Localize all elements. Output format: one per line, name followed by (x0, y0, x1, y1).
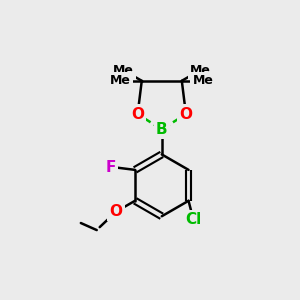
Text: O: O (179, 106, 192, 122)
Text: Me: Me (190, 64, 211, 77)
Text: O: O (131, 106, 144, 122)
Text: Me: Me (113, 64, 134, 77)
Text: Me: Me (193, 74, 213, 87)
Text: Me: Me (110, 74, 131, 87)
Text: O: O (110, 204, 122, 219)
Text: B: B (156, 122, 168, 137)
Text: Cl: Cl (185, 212, 201, 227)
Text: F: F (106, 160, 116, 175)
